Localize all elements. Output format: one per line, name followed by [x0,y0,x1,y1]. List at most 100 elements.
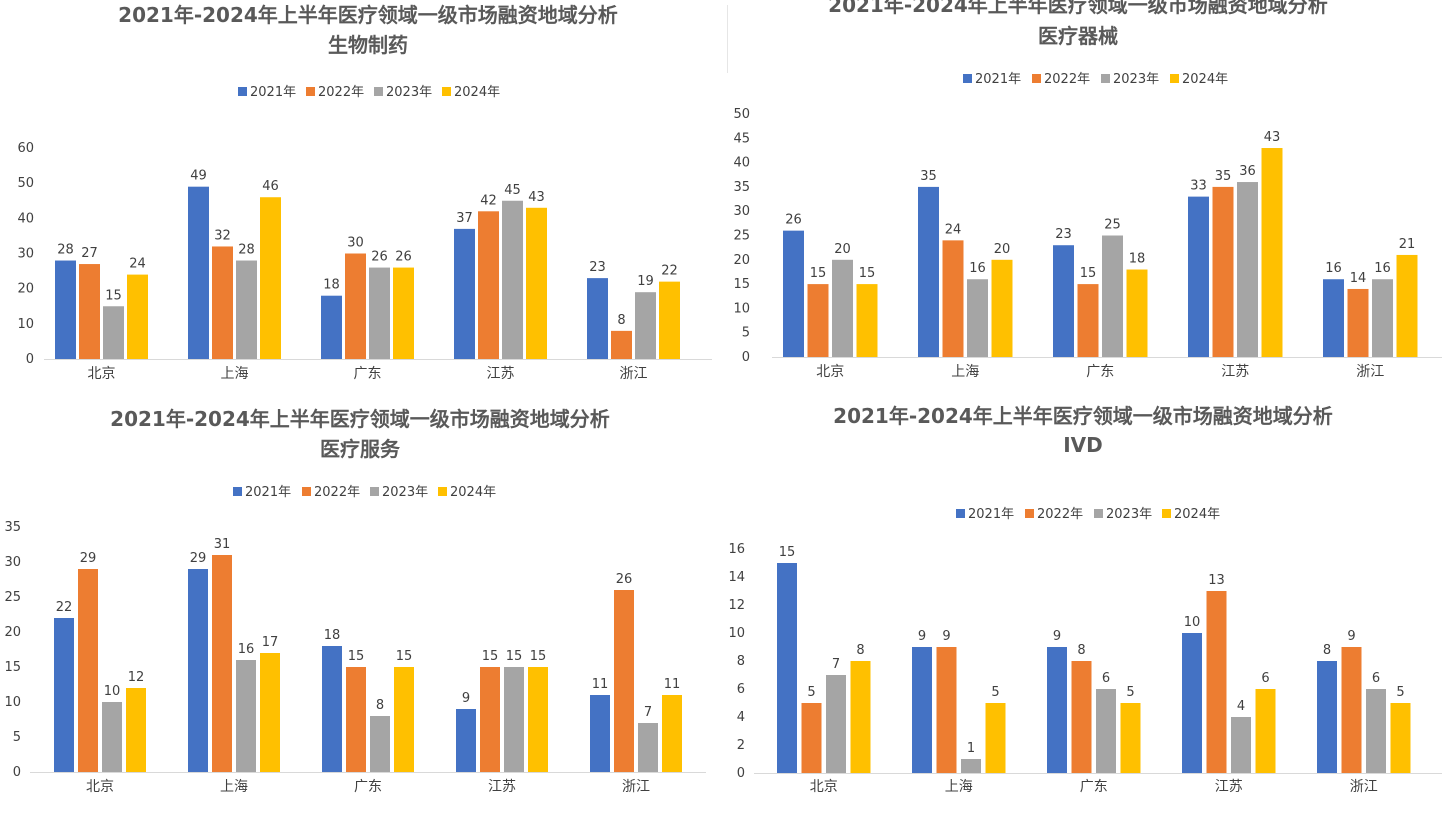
data-label: 9 [918,629,926,644]
data-label: 8 [376,698,384,713]
bar [260,197,281,359]
data-label: 17 [262,635,279,650]
bar [1317,661,1337,773]
legend-swatch [956,509,965,518]
x-tick-label: 广东 [354,366,382,382]
bar [1366,689,1386,773]
chart-title: 2021年-2024年上半年医疗领域一级市场融资地域分析 [118,3,618,27]
data-label: 5 [991,685,999,700]
y-tick-label: 35 [4,520,21,535]
y-tick-label: 40 [17,211,34,226]
bar [1390,703,1411,773]
data-label: 10 [104,684,121,699]
data-label: 4 [1237,699,1245,714]
bar [985,703,1006,773]
y-tick-label: 0 [742,350,750,365]
legend-label: 2023年 [1113,72,1159,87]
bar [260,653,280,772]
x-tick-label: 北京 [810,779,838,795]
data-label: 43 [1264,130,1281,145]
legend-label: 2022年 [314,485,360,500]
legend-swatch [438,487,447,496]
data-label: 29 [190,551,207,566]
data-label: 18 [324,628,341,643]
data-label: 12 [128,670,145,685]
bar [78,569,98,772]
legend-label: 2023年 [382,485,428,500]
data-label: 15 [105,288,122,303]
y-tick-label: 8 [737,654,745,669]
data-label: 37 [456,211,473,226]
data-label: 13 [1208,573,1225,588]
y-tick-label: 15 [733,277,750,292]
chart-title: 2021年-2024年上半年医疗领域一级市场融资地域分析 [110,407,610,431]
legend-label: 2021年 [975,72,1021,87]
data-label: 19 [637,274,654,289]
bar [912,647,932,773]
chart-title: 2021年-2024年上半年医疗领域一级市场融资地域分析 [833,404,1333,428]
legend-label: 2021年 [250,85,296,100]
chart-title: 2021年-2024年上半年医疗领域一级市场融资地域分析 [828,0,1328,17]
legend-label: 2024年 [1182,72,1228,87]
data-label: 43 [528,190,545,205]
bar [126,688,146,772]
data-label: 5 [807,685,815,700]
data-label: 23 [589,260,606,275]
x-tick-label: 上海 [951,364,979,380]
y-tick-label: 35 [733,180,750,195]
data-label: 18 [323,278,340,293]
bar [590,695,610,772]
chart-subtitle: 医疗服务 [320,437,401,461]
data-label: 30 [347,236,364,251]
data-label: 15 [530,649,547,664]
data-label: 22 [56,600,73,615]
y-tick-label: 10 [17,317,34,332]
bar [236,260,257,359]
data-label: 36 [1239,164,1256,179]
chart-ivd: 2021年-2024年上半年医疗领域一级市场融资地域分析 IVD 2021年 2022… [728,404,1450,817]
data-label: 42 [480,193,497,208]
y-tick-label: 30 [4,555,21,570]
data-label: 8 [856,643,864,658]
bar [370,716,390,772]
legend-swatch [1162,509,1171,518]
data-label: 24 [129,257,146,272]
bar [1396,254,1418,357]
y-tick-label: 30 [17,247,34,262]
data-label: 6 [1261,671,1269,686]
bar [528,667,548,772]
data-label: 16 [1325,261,1342,276]
data-label: 8 [617,313,625,328]
legend-label: 2022年 [1037,507,1083,522]
bar [1188,196,1209,357]
data-label: 9 [1347,629,1355,644]
y-tick-label: 5 [742,326,750,341]
bar [1231,717,1251,773]
legend-swatch [238,87,247,96]
legend-label: 2023年 [1106,507,1152,522]
bar [346,667,366,772]
legend-label: 2023年 [386,85,432,100]
data-label: 49 [190,169,207,184]
y-tick-label: 50 [733,107,750,122]
x-tick-label: 北京 [86,779,114,795]
data-label: 35 [920,169,937,184]
chart-subtitle: IVD [1063,433,1103,457]
y-tick-label: 20 [4,625,21,640]
data-label: 18 [1129,252,1146,267]
legend-label: 2021年 [968,507,1014,522]
data-label: 11 [664,677,681,692]
x-tick-label: 浙江 [1350,779,1378,795]
y-tick-label: 60 [17,141,34,156]
legend-swatch [442,87,451,96]
data-label: 26 [395,250,412,265]
x-tick-label: 浙江 [620,366,648,382]
y-tick-label: 40 [733,156,750,171]
legend-label: 2022年 [1044,72,1090,87]
bar [826,675,846,773]
legend-label: 2024年 [1174,507,1220,522]
data-label: 20 [994,242,1011,257]
bar [635,292,656,359]
x-tick-label: 江苏 [487,366,515,382]
